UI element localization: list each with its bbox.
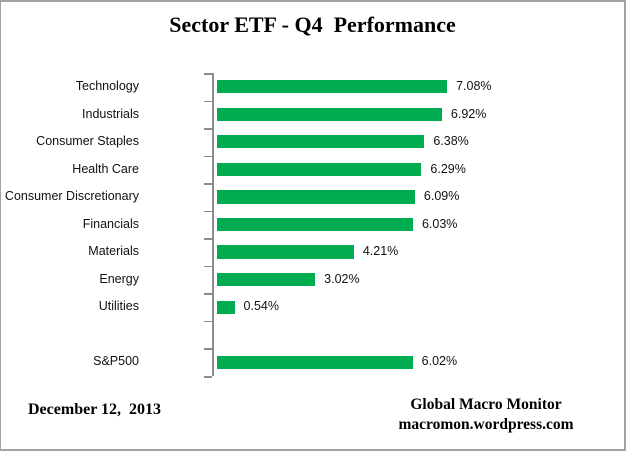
value-label: 0.54%: [243, 299, 279, 314]
source-attribution: Global Macro Monitor macromon.wordpress.…: [392, 395, 580, 434]
value-label: 6.02%: [421, 354, 458, 369]
axis-tick: [204, 293, 212, 295]
value-label: 6.03%: [421, 216, 458, 231]
axis-tick: [204, 348, 212, 350]
axis-tick: [204, 100, 212, 103]
category-label: Utilities: [98, 299, 139, 314]
axis-tick: [204, 320, 212, 323]
axis-tick: [204, 155, 212, 158]
category-label: Technology: [75, 79, 139, 93]
bar: [217, 190, 415, 204]
category-label: Health Care: [72, 161, 139, 176]
bar: [217, 217, 413, 232]
value-label: 7.08%: [456, 79, 492, 93]
axis-tick: [204, 183, 212, 185]
value-label: 4.21%: [362, 244, 399, 259]
bar: [217, 80, 448, 94]
source-line-1: Global Macro Monitor: [410, 396, 562, 413]
date-label: December 12, 2013: [28, 401, 161, 418]
axis-tick: [204, 238, 212, 240]
category-label: Materials: [88, 244, 139, 259]
category-label: Consumer Staples: [36, 134, 139, 149]
axis-tick: [204, 128, 212, 130]
bar: [217, 107, 442, 121]
category-label: Industrials: [82, 106, 139, 121]
category-axis-line: [212, 73, 214, 376]
category-label: Consumer Discretionary: [4, 189, 139, 204]
category-label: S&P500: [93, 354, 139, 369]
source-line-2: macromon.wordpress.com: [398, 415, 574, 433]
value-label: 3.02%: [324, 271, 360, 286]
bar: [217, 355, 413, 369]
value-label: 6.38%: [433, 134, 469, 149]
axis-tick: [204, 265, 212, 268]
value-label: 6.09%: [423, 189, 460, 204]
value-label: 6.29%: [430, 161, 466, 176]
value-label: 6.92%: [450, 106, 487, 121]
bar: [217, 135, 425, 149]
bar: [217, 245, 354, 259]
bar: [217, 300, 235, 314]
chart-title: Sector ETF - Q4 Performance: [169, 12, 456, 37]
bar: [217, 272, 316, 287]
axis-tick: [204, 210, 212, 213]
category-label: Financials: [82, 216, 139, 231]
axis-tick: [204, 376, 212, 378]
bar: [217, 162, 422, 176]
category-label: Energy: [99, 271, 139, 286]
axis-tick: [204, 73, 212, 75]
